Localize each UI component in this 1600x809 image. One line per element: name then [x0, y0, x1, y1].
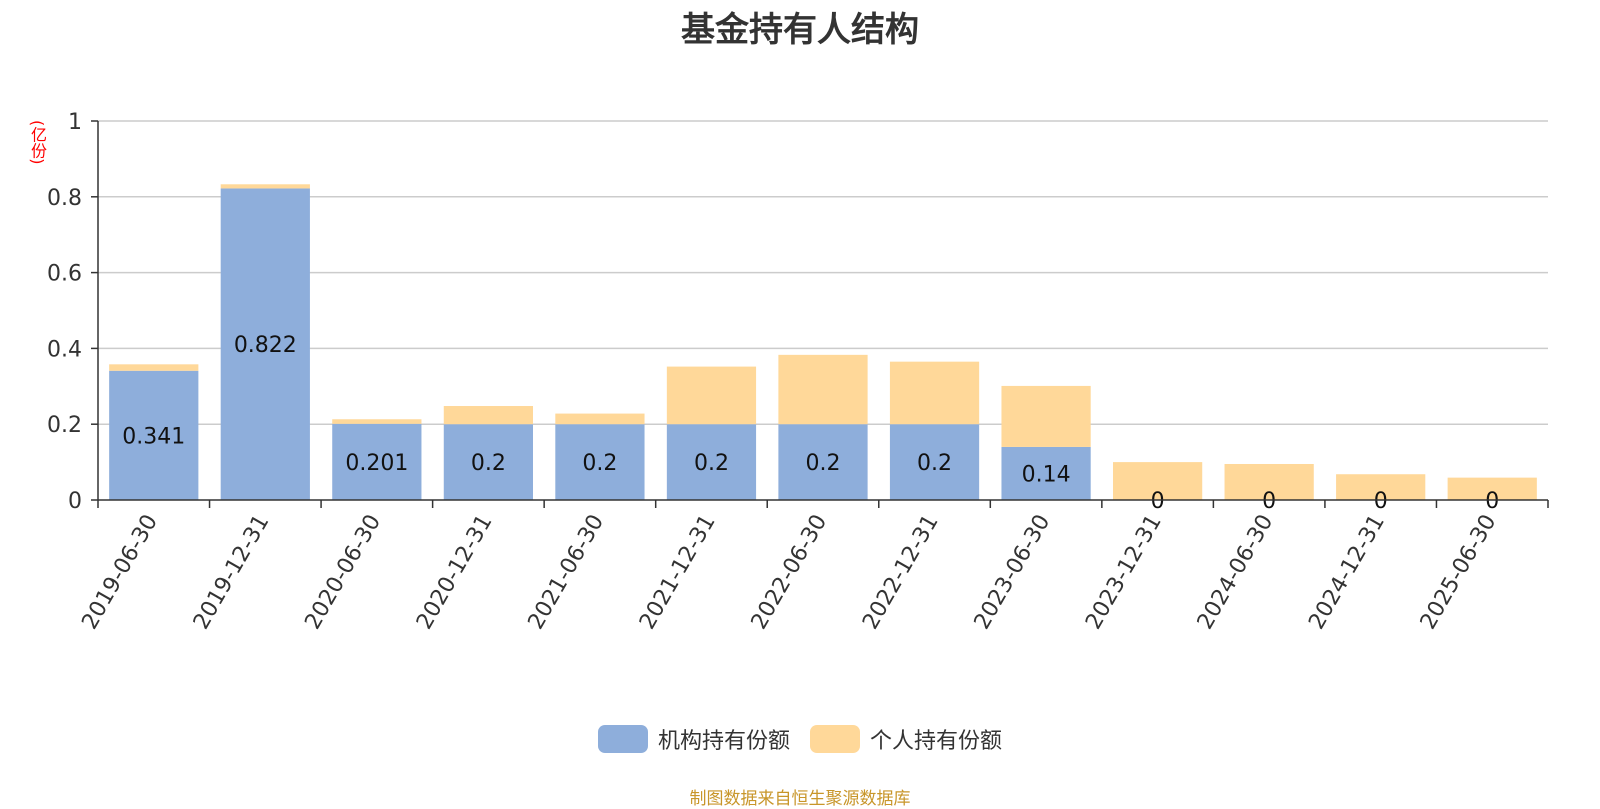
chart-title: 基金持有人结构	[681, 10, 919, 50]
x-tick-label: 2021-06-30	[524, 511, 610, 634]
x-tick-label: 2023-06-30	[970, 511, 1056, 634]
data-label: 0.822	[234, 333, 297, 358]
x-tick-label: 2024-06-30	[1193, 511, 1279, 634]
bar-institutional	[332, 423, 422, 500]
data-label: 0.2	[917, 451, 952, 476]
legend-label-individual: 个人持有份额	[870, 729, 1003, 754]
bar-individual	[778, 354, 868, 425]
x-tick-label: 2022-12-31	[858, 511, 944, 634]
bar-individual	[220, 184, 310, 189]
data-label: 0.341	[122, 424, 185, 449]
bar-individual	[109, 364, 199, 371]
bar-individual	[332, 419, 422, 424]
bar-individual	[1447, 477, 1537, 500]
data-labels: 0.341 0.822 0.201 0.2 0.2 0.2 0.2 0.2 0.14 0 0 0 0	[122, 333, 1499, 514]
data-label: 0.2	[582, 451, 617, 476]
bar-individual	[443, 406, 533, 425]
x-tick-label: 2023-12-31	[1081, 511, 1167, 634]
data-label: 0.14	[1022, 462, 1071, 487]
x-tick-label: 2025-06-30	[1416, 511, 1502, 634]
bar-individual	[666, 366, 757, 425]
x-tick-label: 2024-12-31	[1304, 511, 1390, 634]
bar-institutional	[220, 188, 310, 500]
y-tick-label: 0	[68, 489, 82, 514]
data-label: 0	[1262, 489, 1276, 514]
legend-item-institutional[interactable]: 机构持有份额	[597, 723, 790, 755]
y-axis-unit-label: (亿份)	[28, 120, 47, 165]
y-tick-label: 1	[68, 110, 82, 135]
x-tick-label: 2019-12-31	[189, 511, 275, 634]
y-tick-label: 0.2	[47, 413, 82, 438]
data-label: 0	[1485, 489, 1499, 514]
bar-individual	[1336, 474, 1426, 500]
bars	[109, 184, 1537, 500]
bar-institutional	[109, 370, 199, 500]
bar-institutional	[1001, 446, 1091, 500]
x-tick-label: 2020-06-30	[300, 511, 386, 634]
bar-individual	[889, 361, 980, 425]
bar-individual	[555, 413, 645, 425]
data-label: 0.201	[345, 451, 408, 476]
data-label: 0.2	[806, 451, 841, 476]
legend-swatch-individual	[810, 725, 860, 753]
legend: 机构持有份额 个人持有份额	[0, 723, 1600, 755]
y-tick-label: 0.4	[47, 337, 82, 362]
legend-item-individual[interactable]: 个人持有份额	[810, 723, 1002, 755]
bar-institutional	[778, 424, 868, 500]
data-label: 0	[1374, 489, 1388, 514]
legend-swatch-institutional	[597, 725, 648, 753]
y-tick-label: 0.6	[47, 262, 82, 287]
y-tick-label: 0.8	[47, 186, 82, 211]
data-label: 0	[1151, 489, 1165, 514]
x-tick-label: 2022-06-30	[747, 511, 833, 634]
bar-individual	[1001, 385, 1091, 447]
data-label: 0.2	[471, 451, 506, 476]
x-tick-label: 2021-12-31	[635, 511, 721, 634]
bar-institutional	[555, 424, 645, 500]
x-tick-label: 2020-12-31	[412, 511, 498, 634]
bar-individual	[1113, 462, 1203, 500]
bar-institutional	[666, 424, 757, 500]
bar-institutional	[889, 424, 980, 500]
legend-label-institutional: 机构持有份额	[657, 729, 790, 754]
data-label: 0.2	[694, 451, 729, 476]
data-source-note: 制图数据来自恒生聚源数据库	[689, 789, 911, 809]
bar-institutional	[443, 424, 533, 500]
x-tick-label: 2019-06-30	[77, 511, 163, 634]
bar-individual	[1224, 463, 1314, 500]
